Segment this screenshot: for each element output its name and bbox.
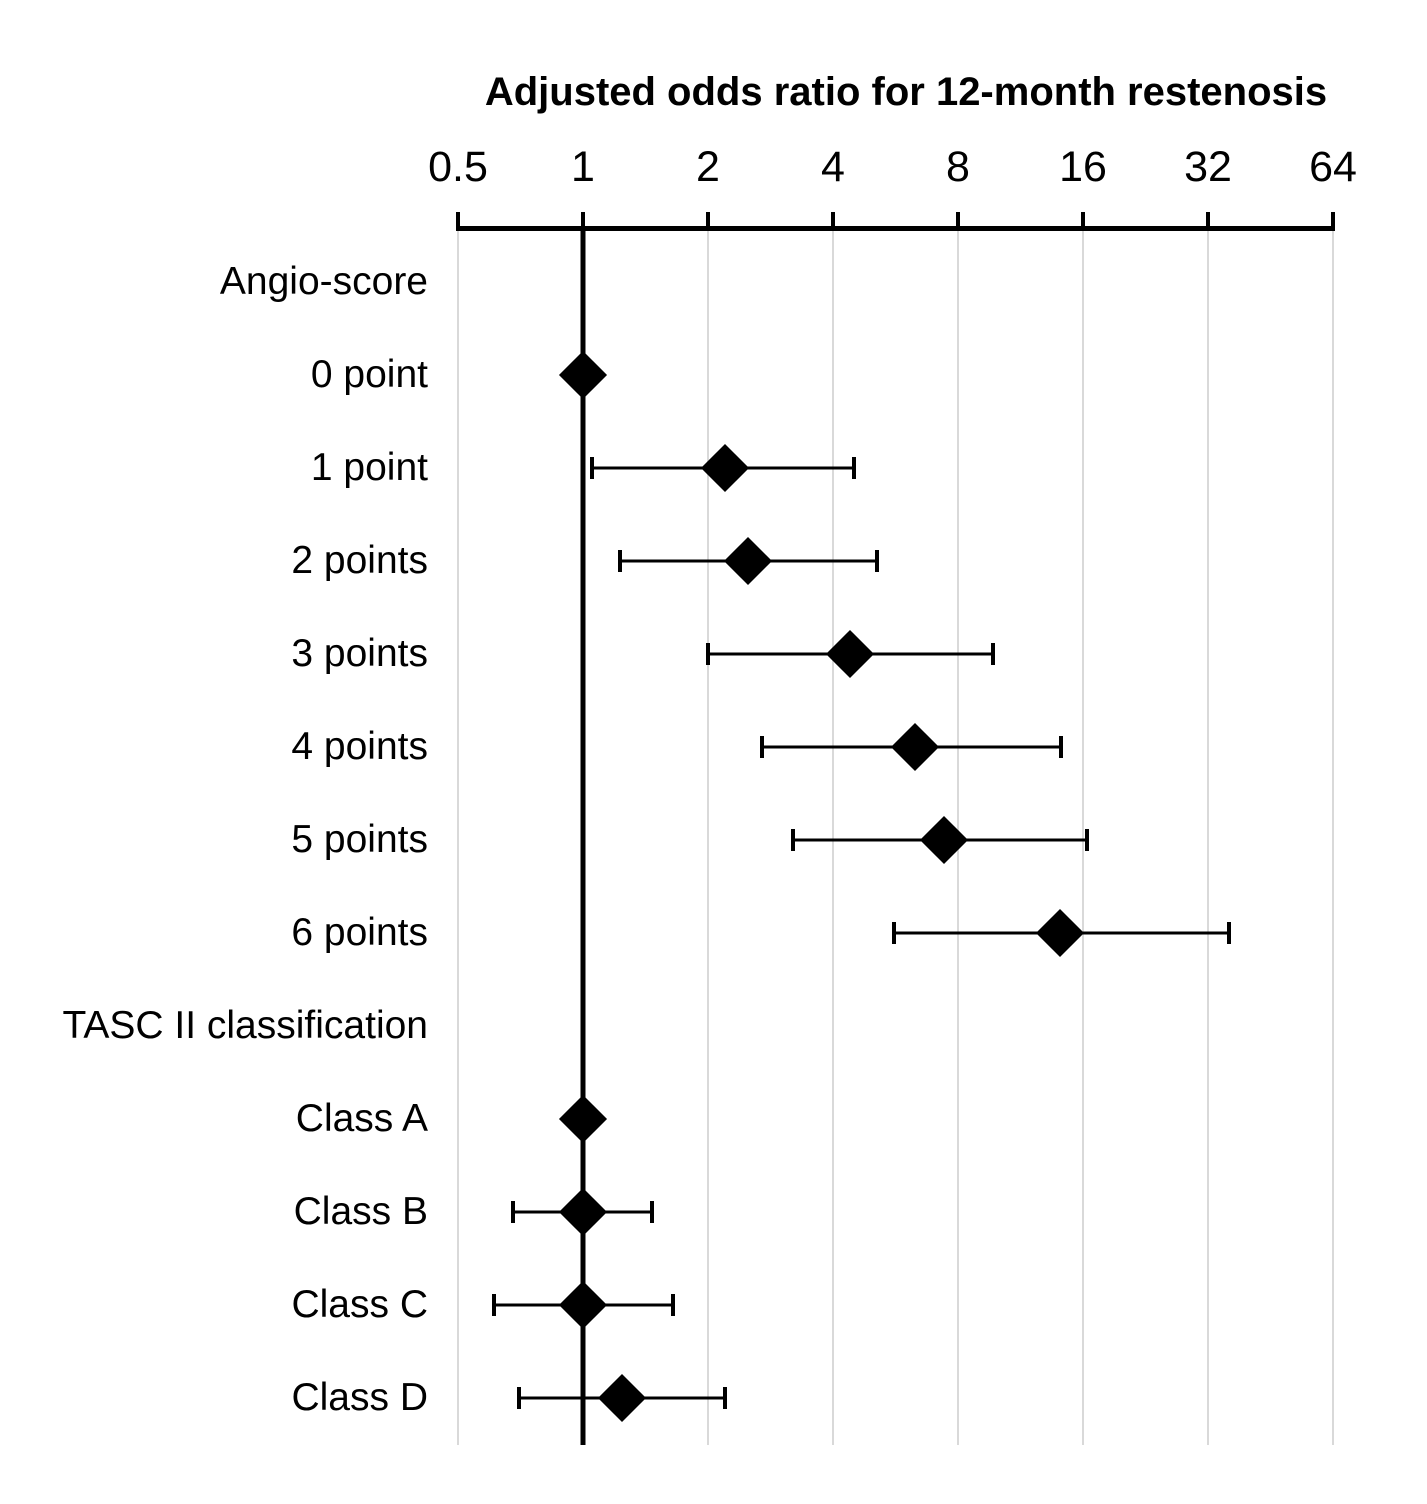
ci-cap-upper [723, 1387, 728, 1409]
or-diamond [558, 350, 608, 400]
ci-cap-lower [516, 1387, 521, 1409]
or-diamond [558, 1280, 608, 1330]
x-axis-tick-label: 2 [696, 143, 720, 191]
or-diamond [558, 1094, 608, 1144]
x-axis-tick-label: 16 [1059, 143, 1107, 191]
gridline [457, 229, 459, 1445]
or-diamond [1036, 908, 1085, 958]
or-diamond [724, 536, 773, 586]
ci-cap-upper [671, 1294, 676, 1316]
or-diamond [919, 815, 968, 865]
row-label: Class A [295, 1097, 428, 1140]
row-header-label: TASC II classification [62, 1004, 428, 1047]
ci-cap-lower [760, 736, 765, 758]
row-label: 5 points [291, 818, 428, 861]
or-diamond [890, 722, 939, 772]
x-axis-tick-label: 4 [821, 143, 845, 191]
x-axis-tick-label: 32 [1184, 143, 1232, 191]
gridline [1332, 229, 1334, 1445]
x-axis-tick-label: 64 [1309, 143, 1357, 191]
row-label: 3 points [291, 632, 428, 675]
or-diamond [597, 1373, 646, 1423]
ci-cap-upper [1085, 829, 1090, 851]
x-axis-tick [456, 212, 460, 228]
reference-line-or-1 [580, 226, 586, 1445]
x-axis-tick-label: 0.5 [428, 143, 488, 191]
gridline [707, 229, 709, 1445]
gridline [1207, 229, 1209, 1445]
gridline [1082, 229, 1084, 1445]
ci-cap-upper [874, 550, 879, 572]
x-axis-tick [581, 212, 585, 228]
ci-cap-lower [618, 550, 623, 572]
x-axis-tick [1081, 212, 1085, 228]
row-label: 0 point [310, 353, 428, 396]
ci-cap-upper [650, 1201, 655, 1223]
x-axis-tick [1331, 212, 1335, 228]
or-diamond [558, 1187, 608, 1237]
ci-cap-upper [990, 643, 995, 665]
row-header-label: Angio-score [219, 260, 428, 303]
x-axis-tick-label: 8 [946, 143, 970, 191]
ci-cap-lower [706, 643, 710, 665]
x-axis-tick [706, 212, 710, 228]
row-label: 2 points [291, 539, 428, 582]
x-axis-line [456, 226, 1335, 231]
row-label: 6 points [291, 911, 428, 954]
row-label: Class D [291, 1376, 428, 1419]
ci-cap-lower [891, 922, 896, 944]
row-label: 4 points [291, 725, 428, 768]
row-label: 1 point [310, 446, 428, 489]
x-axis-tick [956, 212, 960, 228]
row-label: Class C [291, 1283, 428, 1326]
x-axis-tick [1206, 212, 1210, 228]
chart-title: Adjusted odds ratio for 12-month resteno… [484, 70, 1328, 114]
gridline [832, 229, 834, 1445]
ci-cap-upper [1227, 922, 1232, 944]
x-axis-tick [831, 212, 835, 228]
ci-cap-lower [511, 1201, 516, 1223]
ci-cap-upper [852, 457, 857, 479]
ci-cap-lower [491, 1294, 496, 1316]
x-axis-tick-label: 1 [571, 143, 595, 191]
row-label: Class B [293, 1190, 428, 1233]
ci-cap-lower [589, 457, 594, 479]
ci-cap-lower [790, 829, 795, 851]
ci-cap-upper [1059, 736, 1064, 758]
